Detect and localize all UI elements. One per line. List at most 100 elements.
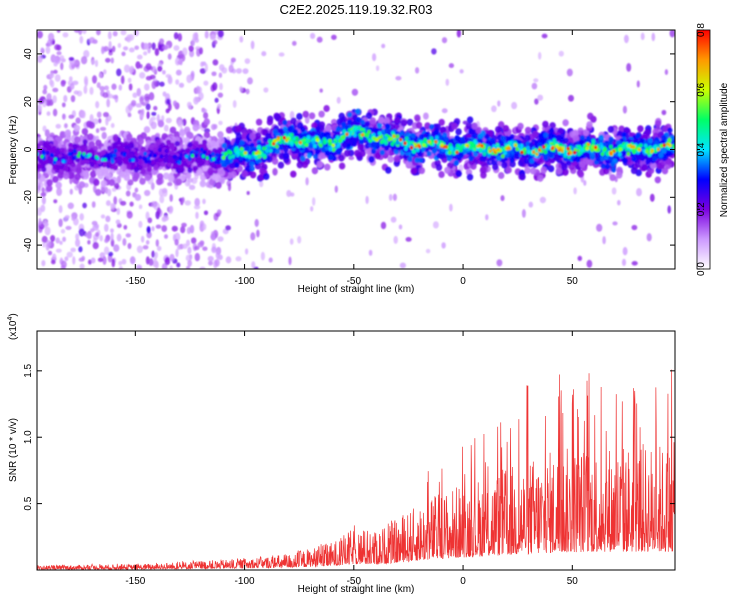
chart-title: C2E2.2025.119.19.32.R03 (280, 2, 433, 17)
heatmap-cell (517, 122, 524, 130)
heatmap-cell (50, 259, 56, 265)
heatmap-cell (91, 59, 96, 65)
heatmap-cell (202, 112, 209, 119)
heatmap-cell (189, 224, 195, 234)
heatmap-cell (239, 139, 245, 146)
heatmap-cell (345, 142, 351, 149)
heatmap-cell (466, 116, 474, 124)
heatmap-cell (105, 57, 111, 63)
heatmap-cell (70, 95, 76, 103)
heatmap-cell (140, 235, 145, 243)
heatmap-cell (611, 166, 617, 173)
heatmap-cell (247, 77, 253, 85)
heatmap-cell (187, 246, 192, 255)
heatmap-cell (398, 224, 403, 230)
heatmap-cell (103, 223, 109, 232)
heatmap-cell (239, 86, 243, 92)
heatmap-cell (195, 211, 199, 220)
heatmap-cell (530, 167, 537, 175)
heatmap-cell (55, 248, 62, 253)
heatmap-cell (181, 243, 188, 249)
heatmap-cell (234, 162, 240, 168)
heatmap-cell (217, 167, 224, 175)
heatmap-cell (235, 125, 242, 133)
heatmap-cell (180, 226, 186, 234)
heatmap-cell (116, 68, 122, 77)
heatmap-cell (365, 147, 372, 155)
heatmap-cell (168, 205, 173, 215)
heatmap-cell (197, 241, 204, 248)
heatmap-cell (61, 260, 67, 269)
heatmap-cell (89, 86, 94, 95)
heatmap-cell (104, 238, 109, 244)
heatmap-cell (194, 37, 200, 43)
heatmap-cell (86, 120, 93, 128)
heatmap-cell (133, 166, 139, 173)
heatmap-cell (182, 118, 187, 127)
heatmap-cell (50, 234, 56, 242)
heatmap-cell (308, 112, 316, 120)
heatmap-cell (371, 53, 377, 62)
heatmap-cell (533, 78, 539, 83)
heatmap-cell (163, 172, 170, 180)
heatmap-cell (169, 194, 173, 202)
heatmap-cell (101, 131, 107, 140)
heatmap-cell (203, 210, 209, 216)
heatmap-cell (211, 246, 217, 254)
heatmap-cell (190, 237, 197, 244)
heatmap-cell (113, 182, 120, 190)
heatmap-cell (359, 149, 366, 157)
heatmap-cell (129, 65, 135, 73)
heatmap-cell (156, 245, 162, 251)
heatmap-cell (46, 111, 51, 116)
heatmap-cell (42, 242, 46, 248)
heatmap-cell (75, 238, 81, 247)
heatmap-cell (68, 56, 75, 62)
heatmap-cell (56, 187, 63, 196)
heatmap-cell (105, 200, 111, 207)
heatmap-cell (132, 92, 138, 98)
heatmap-cell (71, 63, 76, 69)
heatmap-cell (78, 228, 85, 237)
heatmap-cell (468, 155, 474, 162)
heatmap-cell (572, 129, 579, 137)
heatmap-cell (37, 30, 43, 39)
heatmap-cell (141, 108, 145, 116)
heatmap-cell (357, 143, 364, 151)
heatmap-cell (83, 85, 88, 94)
heatmap-cell (630, 167, 638, 175)
heatmap-cell (289, 192, 295, 197)
heatmap-cell (111, 258, 116, 268)
heatmap-cell (60, 229, 66, 234)
heatmap-cell (230, 57, 236, 63)
heatmap-cell (600, 163, 607, 169)
heatmap-cell (194, 197, 201, 207)
heatmap-cell (521, 209, 526, 218)
heatmap-cell (242, 68, 249, 74)
heatmap-cell (134, 45, 140, 50)
heatmap-cell (95, 101, 100, 109)
heatmap-cell (244, 248, 249, 255)
heatmap-cell (136, 245, 143, 254)
heatmap-cell (246, 190, 250, 196)
heatmap-cell (214, 259, 220, 267)
heatmap-cell (622, 105, 627, 114)
heatmap-cell (52, 87, 59, 93)
heatmap-cell (161, 225, 168, 233)
heatmap-cell (563, 137, 569, 144)
heatmap-cell (146, 111, 150, 120)
heatmap-cell (175, 69, 182, 76)
heatmap-cell (369, 117, 376, 125)
heatmap-cell (228, 64, 234, 73)
heatmap-cell (55, 123, 62, 129)
heatmap-cell (98, 72, 103, 78)
heatmap-cell (365, 195, 369, 205)
heatmap-cell (451, 122, 458, 130)
heatmap-cell (146, 226, 151, 234)
heatmap-cell (667, 127, 673, 134)
heatmap-cell (72, 256, 76, 265)
heatmap-cell (117, 42, 122, 49)
heatmap-cell (203, 128, 211, 133)
heatmap-cell (465, 122, 473, 130)
heatmap-cell (438, 118, 445, 126)
